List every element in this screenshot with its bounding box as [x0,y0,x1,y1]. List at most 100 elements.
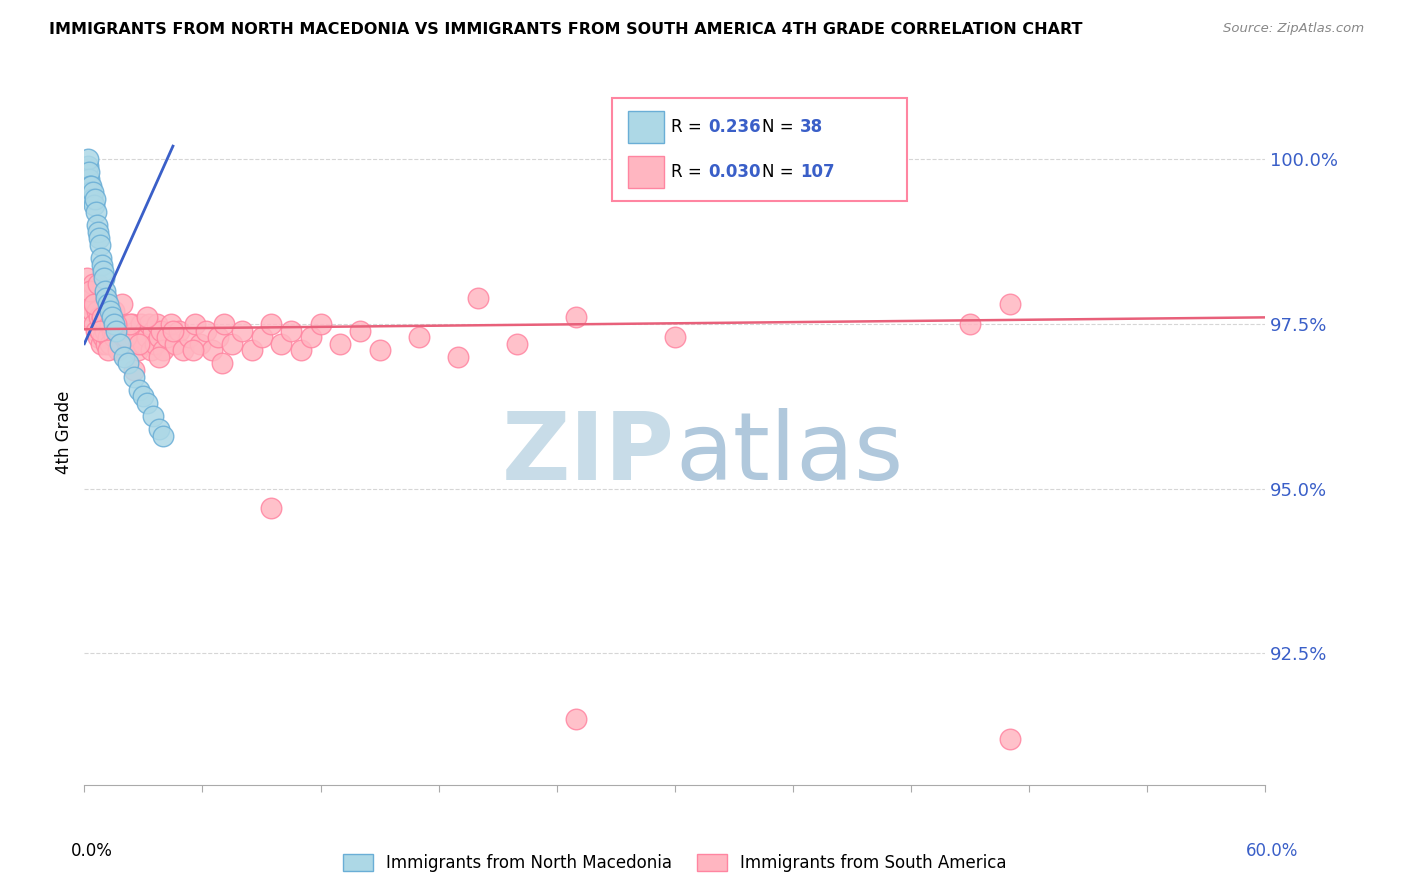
Point [128,336,150,351]
Point [103,317,125,331]
Point [162,324,184,338]
Point [136,396,159,410]
Point [79,284,101,298]
Point [118,336,141,351]
Point [79,178,101,193]
Point [309,317,332,331]
Point [93,317,115,331]
Point [79,186,101,200]
Point [98,317,121,331]
Point [447,350,470,364]
Point [148,422,170,436]
Point [94,336,117,351]
Text: R =: R = [671,163,707,181]
Point [93,270,115,285]
Text: 60.0%: 60.0% [1246,842,1299,860]
Point [80,178,103,193]
Point [124,324,146,338]
Point [114,330,136,344]
Point [80,291,103,305]
Text: N =: N = [762,163,799,181]
Point [91,310,114,325]
Point [91,330,114,344]
Point [97,343,120,358]
Point [94,291,117,305]
Point [84,297,107,311]
Point [82,277,104,292]
Point [160,317,183,331]
Point [136,330,159,344]
Point [98,317,120,331]
Point [111,297,134,311]
Point [117,356,139,370]
Point [136,310,159,325]
Text: ZIP: ZIP [502,408,675,500]
Point [91,310,114,325]
Point [103,330,125,344]
Point [231,324,253,338]
Point [221,336,243,351]
Point [408,330,430,344]
Point [138,317,160,331]
Legend: Immigrants from North Macedonia, Immigrants from South America: Immigrants from North Macedonia, Immigra… [343,854,1007,871]
Point [87,277,110,292]
Point [329,336,352,351]
Point [98,303,121,318]
Point [76,270,98,285]
Point [156,330,179,344]
Point [87,310,111,325]
Point [190,336,212,351]
Point [128,383,150,397]
Point [104,324,127,338]
Point [112,317,135,331]
Point [97,297,120,311]
Point [77,284,100,298]
Point [90,251,112,265]
Text: Source: ZipAtlas.com: Source: ZipAtlas.com [1223,22,1364,36]
Point [183,317,205,331]
Point [94,284,117,298]
Point [467,291,489,305]
Point [172,343,194,358]
Point [122,369,145,384]
Point [104,317,127,331]
Point [143,336,166,351]
Text: IMMIGRANTS FROM NORTH MACEDONIA VS IMMIGRANTS FROM SOUTH AMERICA 4TH GRADE CORRE: IMMIGRANTS FROM NORTH MACEDONIA VS IMMIG… [49,22,1083,37]
Point [152,343,174,358]
Point [86,218,108,232]
Point [77,153,100,167]
Point [664,330,686,344]
Point [148,350,170,364]
Point [212,317,235,331]
Point [77,172,100,186]
Point [84,205,107,219]
Y-axis label: 4th Grade: 4th Grade [55,391,73,475]
Point [111,336,134,351]
Point [104,317,127,331]
Point [270,336,292,351]
Point [998,297,1021,311]
Point [141,343,163,358]
Point [368,343,391,358]
Point [152,429,174,443]
Point [82,192,104,206]
Point [87,225,110,239]
Point [87,330,110,344]
Point [250,330,273,344]
Point [565,712,588,726]
Point [82,303,104,318]
Text: 0.236: 0.236 [709,118,761,136]
Point [142,324,165,338]
Point [87,231,111,245]
Point [201,343,224,358]
Point [167,324,190,338]
Point [76,165,98,179]
Point [122,363,145,377]
Point [959,317,981,331]
Text: 0.0%: 0.0% [70,842,112,860]
Point [142,409,165,424]
Point [79,297,101,311]
Point [240,343,263,358]
Point [108,336,131,351]
Point [998,731,1021,746]
